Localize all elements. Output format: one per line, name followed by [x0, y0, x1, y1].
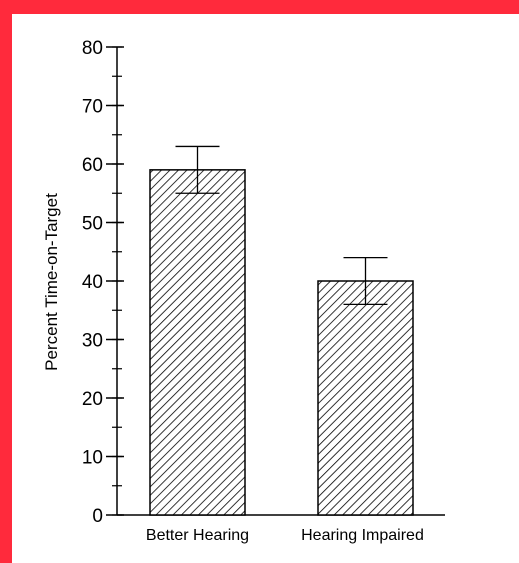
y-tick-label: 60	[82, 155, 103, 176]
y-tick-label: 10	[82, 448, 103, 469]
frame-top-border	[0, 0, 519, 14]
y-tick-label: 80	[82, 38, 103, 59]
y-tick-label: 0	[92, 506, 103, 527]
y-axis: 0 10 20 30 40 50 60 70 80	[82, 38, 445, 527]
y-tick-label: 20	[82, 389, 103, 410]
y-axis-title: Percent Time-on-Target	[42, 193, 61, 371]
frame-left-border	[0, 0, 12, 563]
y-tick-label: 50	[82, 214, 103, 235]
x-category-label: Better Hearing	[146, 527, 249, 544]
y-tick-label: 70	[82, 97, 103, 118]
bar	[149, 169, 246, 516]
plot-background	[12, 14, 519, 563]
bars	[149, 145, 414, 516]
x-axis-labels: Better Hearing Hearing Impaired	[146, 527, 424, 544]
x-category-label: Hearing Impaired	[301, 527, 424, 544]
y-tick-label: 40	[82, 272, 103, 293]
y-tick-label: 30	[82, 331, 103, 352]
bar	[317, 280, 414, 516]
